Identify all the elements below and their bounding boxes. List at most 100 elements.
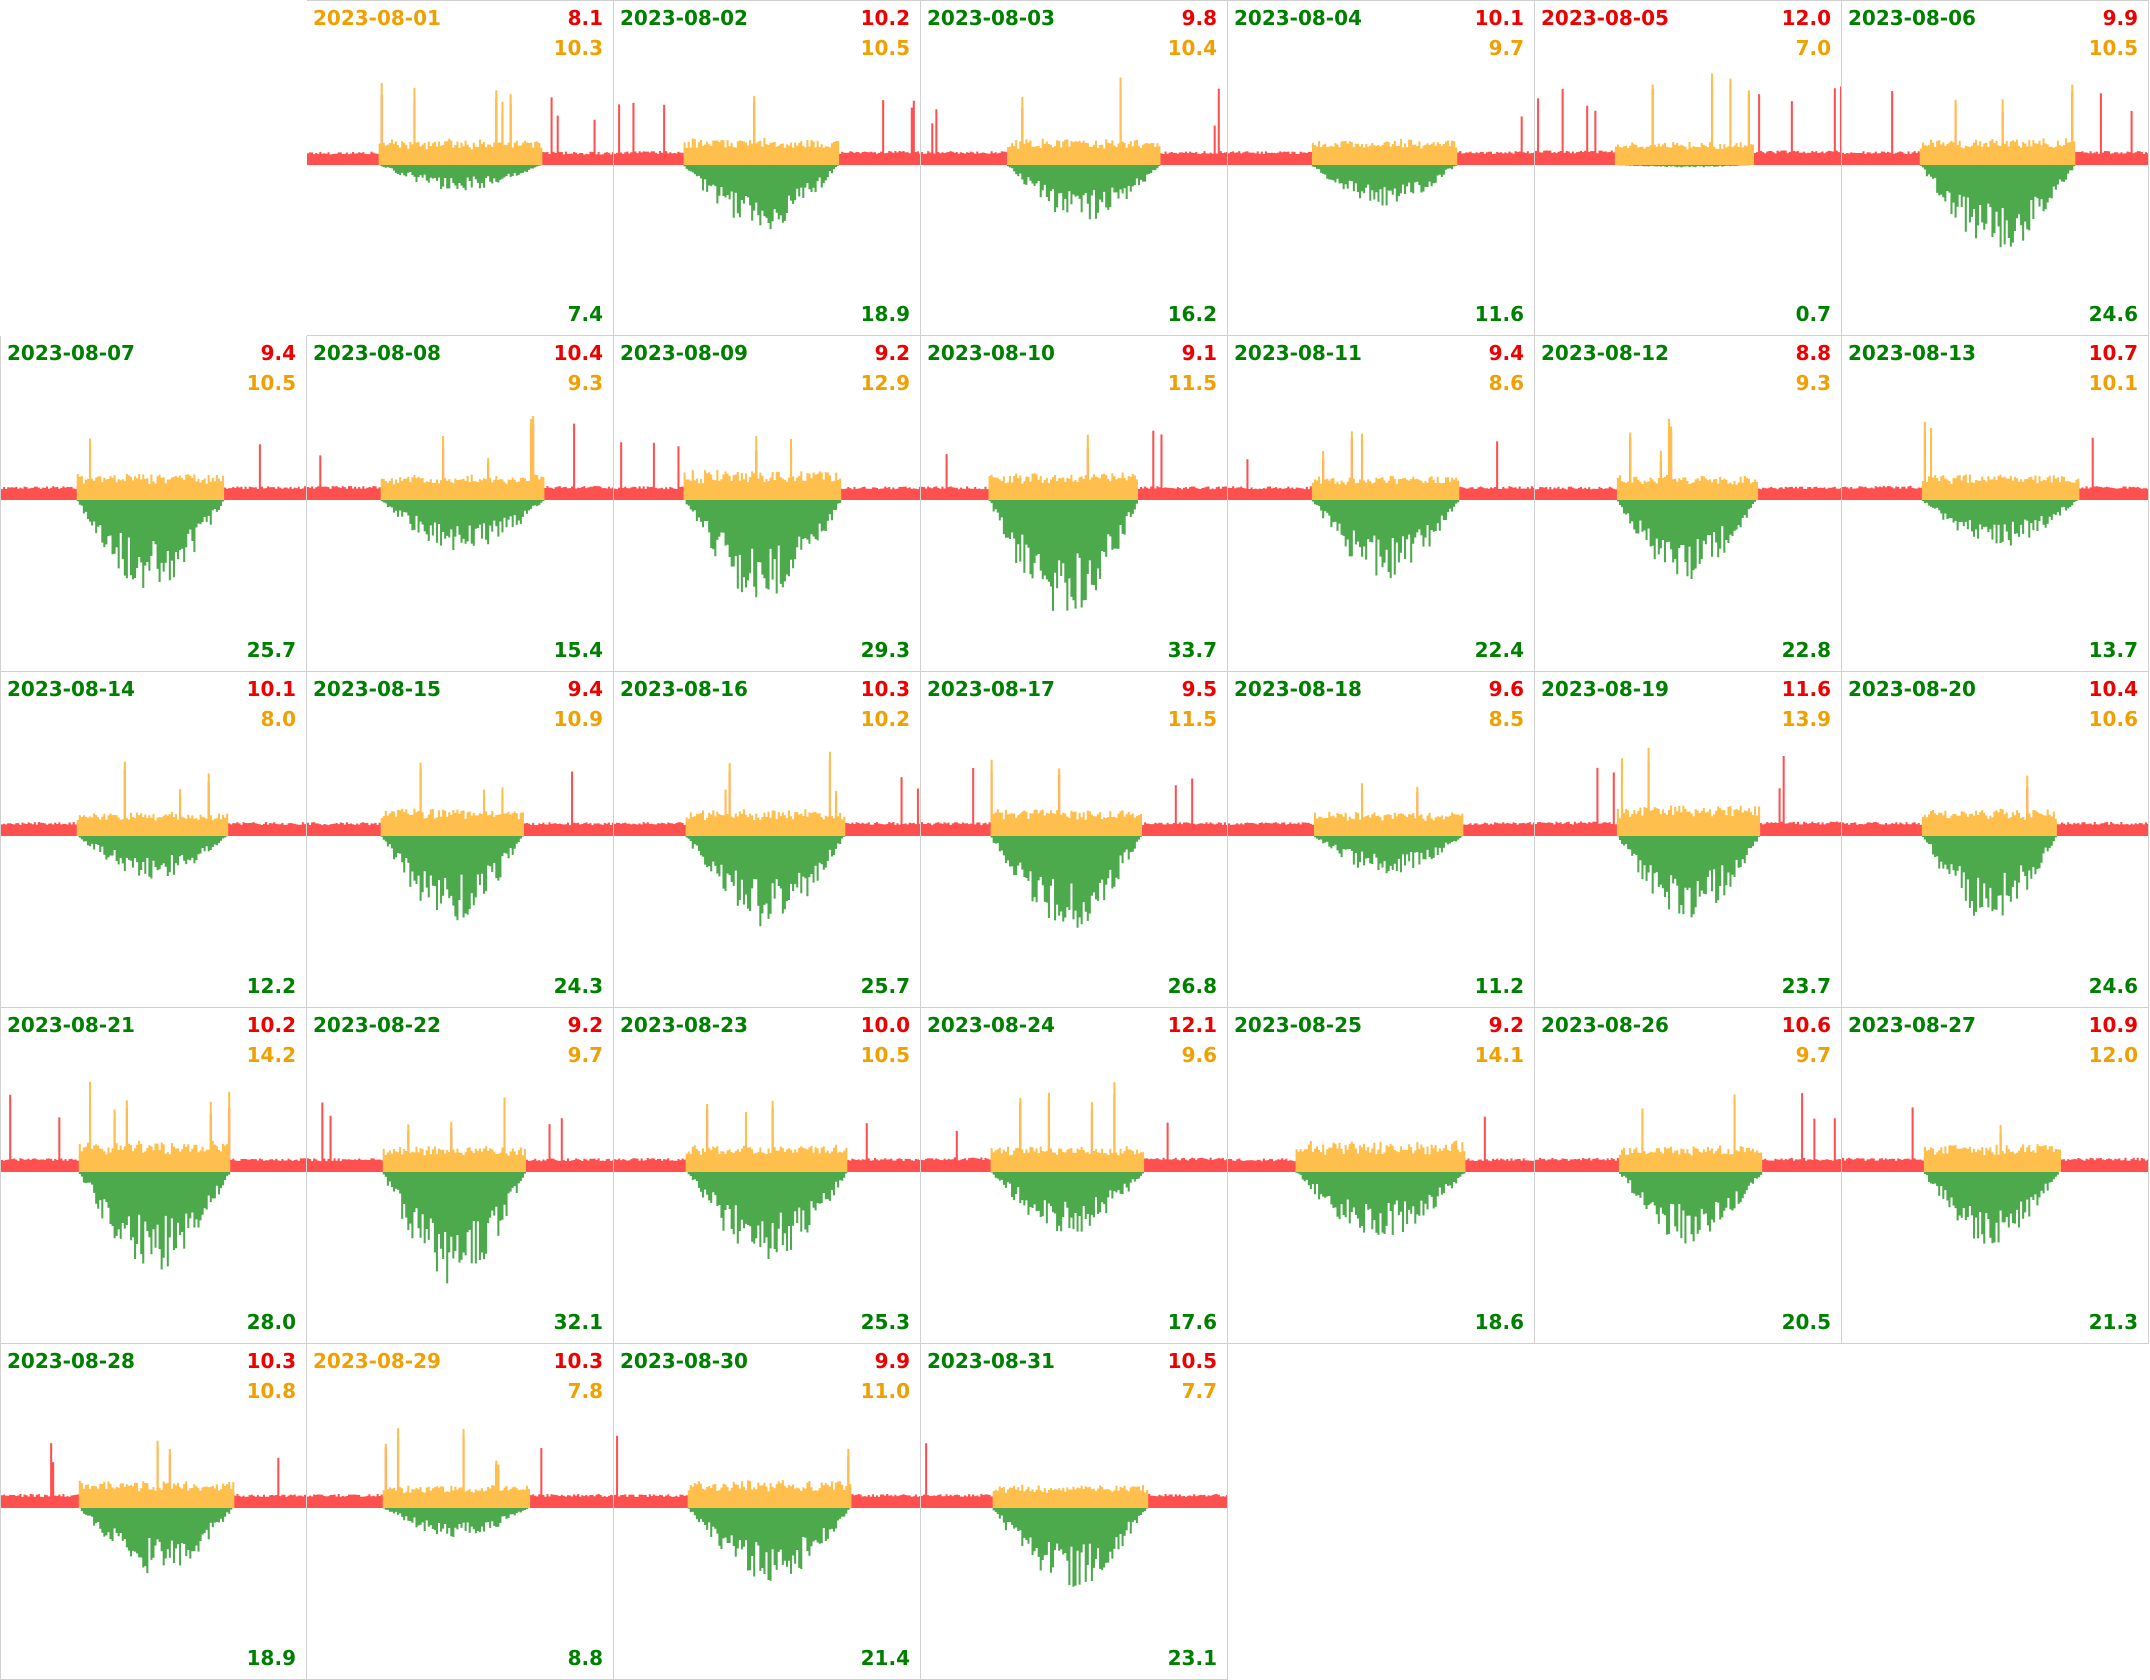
orange-value-label: 10.5 xyxy=(2088,36,2138,60)
red-value-label: 9.2 xyxy=(567,1013,603,1037)
green-value-label: 16.2 xyxy=(1167,302,1217,326)
day-date-label: 2023-08-27 xyxy=(1848,1013,1976,1037)
consumption-area xyxy=(921,768,1227,836)
day-date-label: 2023-08-12 xyxy=(1541,341,1669,365)
orange-value-label: 12.9 xyxy=(860,371,910,395)
day-profile-chart xyxy=(614,95,920,230)
day-cell: 2023-08-11 9.4 8.6 22.4 xyxy=(1228,336,1535,672)
red-value-label: 10.2 xyxy=(860,6,910,30)
red-value-label: 8.1 xyxy=(567,6,603,30)
self-consumption-area xyxy=(307,1097,613,1172)
red-value-label: 11.6 xyxy=(1781,677,1831,701)
day-profile-chart xyxy=(1228,1116,1534,1235)
self-consumption-area xyxy=(614,436,920,500)
day-cell: 2023-08-18 9.6 8.5 11.2 xyxy=(1228,672,1535,1008)
orange-value-label: 14.1 xyxy=(1474,1043,1524,1067)
red-value-label: 10.1 xyxy=(1474,6,1524,30)
day-cell: 2023-08-03 9.8 10.4 16.2 xyxy=(921,0,1228,336)
day-profile-chart xyxy=(921,1443,1227,1587)
consumption-area xyxy=(1535,428,1841,500)
red-value-label: 12.0 xyxy=(1781,6,1831,30)
consumption-area xyxy=(1842,429,2148,500)
day-cell: 2023-08-01 8.1 10.3 7.4 xyxy=(307,0,614,336)
consumption-area xyxy=(1228,438,1534,500)
consumption-area xyxy=(1228,116,1534,165)
day-profile-chart xyxy=(1842,1107,2148,1244)
day-cell: 2023-08-04 10.1 9.7 11.6 xyxy=(1228,0,1535,336)
red-value-label: 8.8 xyxy=(1795,341,1831,365)
production-area xyxy=(1842,165,2148,248)
day-date-label: 2023-08-10 xyxy=(927,341,1055,365)
day-profile-chart xyxy=(1842,422,2148,546)
day-cell: 2023-08-12 8.8 9.3 22.8 xyxy=(1535,336,1842,672)
green-value-label: 22.4 xyxy=(1474,638,1524,662)
day-date-label: 2023-08-02 xyxy=(620,6,748,30)
self-consumption-area xyxy=(921,1082,1227,1172)
orange-value-label: 13.9 xyxy=(1781,707,1831,731)
self-consumption-area xyxy=(1,1440,306,1508)
day-date-label: 2023-08-19 xyxy=(1541,677,1669,701)
red-value-label: 9.2 xyxy=(1488,1013,1524,1037)
orange-value-label: 10.5 xyxy=(246,371,296,395)
day-profile-chart xyxy=(614,1435,920,1581)
green-value-label: 25.3 xyxy=(860,1310,910,1334)
day-date-label: 2023-08-23 xyxy=(620,1013,748,1037)
day-cell: 2023-08-02 10.2 10.5 18.9 xyxy=(614,0,921,336)
day-date-label: 2023-08-03 xyxy=(927,6,1055,30)
production-area xyxy=(1842,1172,2148,1244)
day-cell: 2023-08-22 9.2 9.7 32.1 xyxy=(307,1008,614,1344)
orange-value-label: 9.3 xyxy=(1795,371,1831,395)
green-value-label: 26.8 xyxy=(1167,974,1217,998)
day-cell: 2023-08-19 11.6 13.9 23.7 xyxy=(1535,672,1842,1008)
red-value-label: 9.5 xyxy=(1181,677,1217,701)
orange-value-label: 11.5 xyxy=(1167,707,1217,731)
orange-value-label: 8.5 xyxy=(1488,707,1524,731)
red-value-label: 10.7 xyxy=(2088,341,2138,365)
day-cell: 2023-08-25 9.2 14.1 18.6 xyxy=(1228,1008,1535,1344)
green-value-label: 8.8 xyxy=(567,1646,603,1670)
production-area xyxy=(1,836,306,879)
green-value-label: 29.3 xyxy=(860,638,910,662)
green-value-label: 32.1 xyxy=(553,1310,603,1334)
orange-value-label: 10.5 xyxy=(860,36,910,60)
green-value-label: 23.7 xyxy=(1781,974,1831,998)
consumption-area xyxy=(1535,80,1841,165)
production-area xyxy=(307,1172,613,1284)
production-area xyxy=(1535,836,1841,918)
day-cell: 2023-08-07 9.4 10.5 25.7 xyxy=(0,336,307,672)
green-value-label: 11.6 xyxy=(1474,302,1524,326)
self-consumption-area xyxy=(307,415,613,500)
green-value-label: 25.7 xyxy=(246,638,296,662)
consumption-area xyxy=(614,1108,920,1172)
red-value-label: 10.3 xyxy=(553,1349,603,1373)
day-date-label: 2023-08-04 xyxy=(1234,6,1362,30)
day-profile-chart xyxy=(921,1082,1227,1232)
red-value-label: 9.9 xyxy=(874,1349,910,1373)
green-value-label: 7.4 xyxy=(567,302,603,326)
consumption-area xyxy=(921,430,1227,500)
day-cell: 2023-08-10 9.1 11.5 33.7 xyxy=(921,336,1228,672)
red-value-label: 10.2 xyxy=(246,1013,296,1037)
day-profile-chart xyxy=(1535,747,1841,918)
green-value-label: 18.9 xyxy=(860,302,910,326)
consumption-area xyxy=(307,1102,613,1172)
day-profile-chart xyxy=(307,762,613,921)
red-value-label: 10.0 xyxy=(860,1013,910,1037)
day-profile-chart xyxy=(1,438,306,588)
production-area xyxy=(614,836,920,927)
production-area xyxy=(1228,165,1534,206)
production-area xyxy=(1842,836,2148,916)
day-profile-chart xyxy=(1,1440,306,1574)
self-consumption-area xyxy=(921,1484,1227,1508)
day-profile-chart xyxy=(1842,84,2148,248)
green-value-label: 18.6 xyxy=(1474,1310,1524,1334)
red-value-label: 9.4 xyxy=(1488,341,1524,365)
day-cell: 2023-08-05 12.0 7.0 0.7 xyxy=(1535,0,1842,336)
orange-value-label: 12.0 xyxy=(2088,1043,2138,1067)
self-consumption-area xyxy=(921,759,1227,836)
red-value-label: 10.9 xyxy=(2088,1013,2138,1037)
day-profile-chart xyxy=(614,436,920,598)
green-value-label: 21.4 xyxy=(860,1646,910,1670)
day-profile-chart xyxy=(614,1100,920,1259)
green-value-label: 17.6 xyxy=(1167,1310,1217,1334)
